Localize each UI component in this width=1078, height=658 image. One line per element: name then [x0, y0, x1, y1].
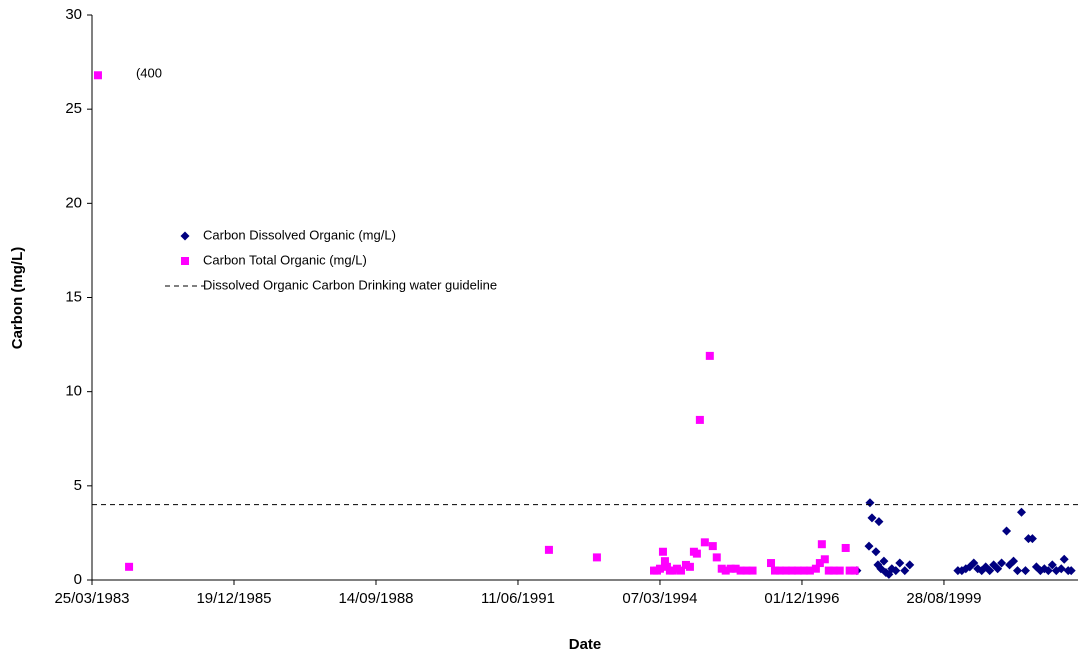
data-point	[1043, 566, 1053, 576]
y-tick-label: 10	[65, 383, 82, 400]
data-point	[805, 566, 814, 575]
y-tick-label: 25	[65, 100, 82, 117]
legend-label: Carbon Total Organic (mg/L)	[203, 252, 367, 267]
data-point	[712, 553, 721, 562]
data-point	[721, 566, 730, 575]
y-tick-label: 0	[74, 571, 82, 588]
data-point	[1016, 507, 1026, 517]
data-point	[829, 566, 838, 575]
annotation: (400	[136, 66, 162, 81]
data-point	[775, 566, 784, 575]
data-point	[793, 566, 802, 575]
x-tick-label: 01/12/1996	[764, 590, 839, 607]
data-point	[1027, 534, 1037, 544]
y-tick-label: 15	[65, 288, 82, 305]
data-point	[864, 541, 874, 551]
data-point	[850, 566, 859, 575]
data-point	[787, 566, 796, 575]
data-point	[799, 566, 808, 575]
data-point	[781, 566, 790, 575]
data-point	[726, 564, 735, 573]
data-point	[676, 566, 685, 575]
data-point	[871, 547, 881, 557]
data-point	[997, 558, 1007, 568]
data-point	[985, 566, 995, 576]
data-point	[544, 545, 553, 554]
x-tick-label: 11/06/1991	[481, 590, 555, 607]
data-point	[592, 553, 601, 562]
data-point	[770, 566, 779, 575]
data-point	[1009, 556, 1019, 566]
legend-label: Dissolved Organic Carbon Drinking water …	[203, 277, 497, 292]
y-tick-label: 20	[65, 194, 82, 211]
data-point	[685, 562, 694, 571]
data-point	[815, 559, 824, 568]
data-point	[1066, 566, 1076, 576]
data-point	[660, 557, 669, 566]
x-tick-label: 07/03/1994	[622, 590, 697, 607]
legend-swatch	[181, 257, 189, 265]
data-point	[993, 564, 1003, 574]
x-tick-label: 19/12/1985	[196, 590, 271, 607]
y-tick-label: 30	[65, 6, 82, 23]
data-point	[695, 415, 704, 424]
data-point	[867, 513, 877, 523]
legend-swatch	[180, 231, 190, 241]
y-axis-title: Carbon (mg/L)	[9, 247, 26, 350]
data-point	[692, 549, 701, 558]
x-tick-label: 28/08/1999	[906, 590, 981, 607]
data-point	[700, 538, 709, 547]
data-point	[865, 498, 875, 508]
legend: Carbon Dissolved Organic (mg/L) Carbon To…	[165, 227, 497, 292]
data-point	[874, 517, 884, 527]
data-point	[835, 566, 844, 575]
data-point	[845, 566, 854, 575]
data-point	[668, 566, 677, 575]
data-point	[93, 71, 102, 80]
data-point	[817, 540, 826, 549]
data-point	[125, 562, 134, 571]
data-point	[705, 351, 714, 360]
data-point	[811, 564, 820, 573]
x-tick-label: 14/09/1988	[338, 590, 413, 607]
data-point	[905, 560, 915, 570]
data-point	[736, 566, 745, 575]
data-point	[969, 558, 979, 568]
data-point	[824, 566, 833, 575]
data-point	[891, 566, 901, 576]
data-point	[655, 564, 664, 573]
data-point	[1020, 566, 1030, 576]
data-point	[841, 543, 850, 552]
data-point	[1013, 566, 1023, 576]
data-point	[1056, 564, 1066, 574]
data-point	[1047, 560, 1057, 570]
data-point	[895, 558, 905, 568]
y-tick-label: 5	[74, 477, 82, 494]
data-point	[767, 559, 776, 568]
x-axis-title: Date	[569, 636, 602, 653]
x-tick-label: 25/03/1983	[54, 590, 129, 607]
data-point	[748, 566, 757, 575]
data-point	[900, 566, 910, 576]
data-point	[1059, 554, 1069, 564]
data-point	[820, 555, 829, 564]
data-point	[742, 566, 751, 575]
data-point	[708, 542, 717, 551]
data-point	[658, 547, 667, 556]
data-point	[731, 564, 740, 573]
data-point	[1002, 526, 1012, 536]
legend-label: Carbon Dissolved Organic (mg/L)	[203, 227, 396, 242]
data-point	[879, 556, 889, 566]
